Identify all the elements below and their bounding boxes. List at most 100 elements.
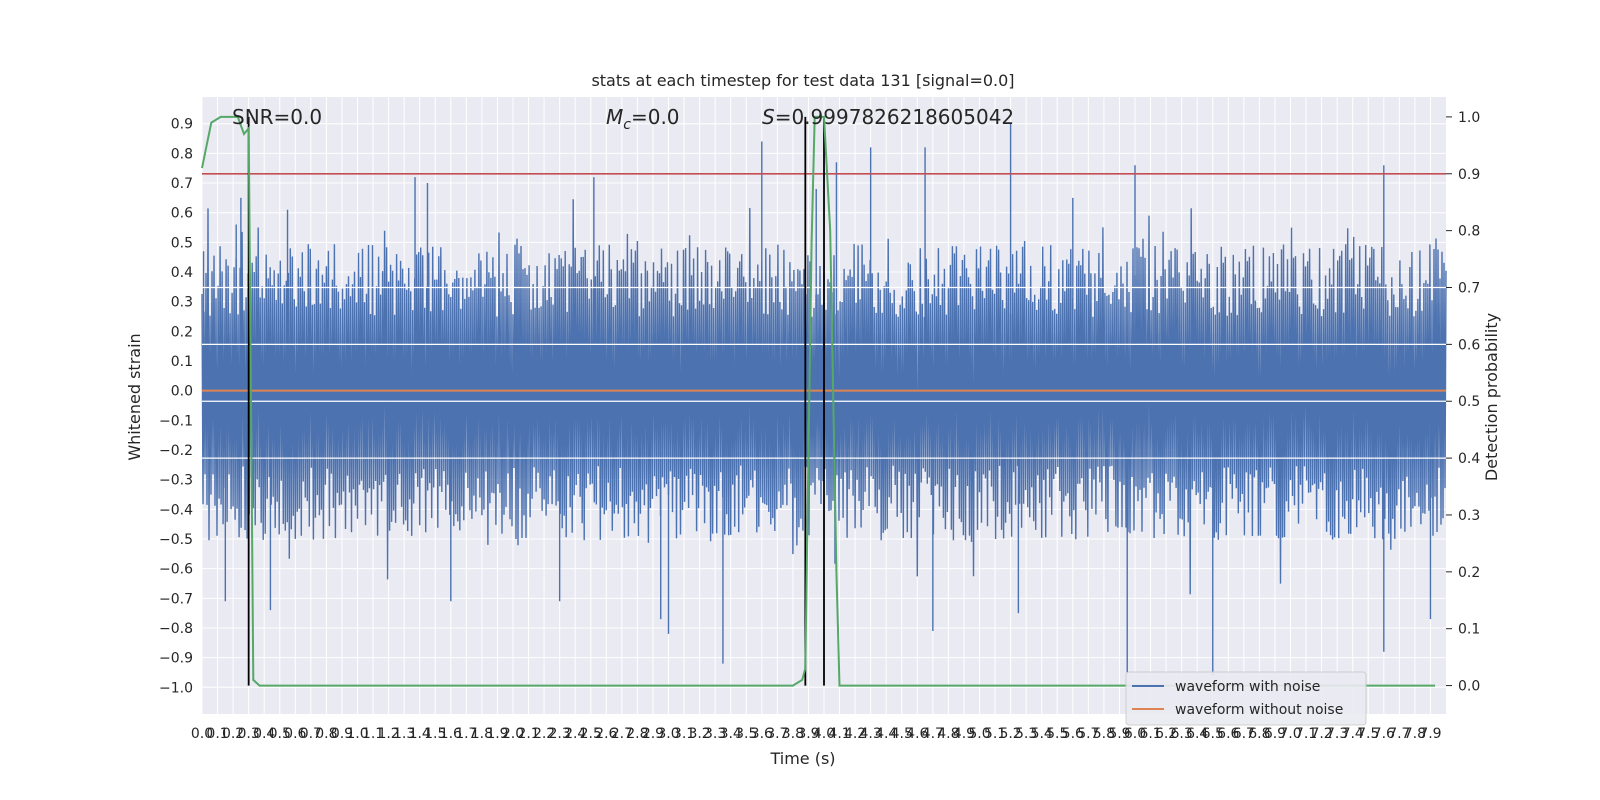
x-tick-8: 0.8 <box>315 726 337 742</box>
y-tick-left-13: −0.4 <box>159 502 193 518</box>
y-ticks-right: 1.0 0.9 0.8 0.7 0.6 0.5 0.4 0.3 0.2 0.1 0.0 <box>1446 110 1480 695</box>
y-tick-left-0: 0.9 <box>171 117 193 133</box>
x-tick-59: 5.9 <box>1108 726 1130 742</box>
x-tick-13: 1.3 <box>393 726 415 742</box>
x-tick-2: 0.2 <box>222 726 244 742</box>
x-tick-41: 4.1 <box>828 726 850 742</box>
x-tick-31: 3.1 <box>673 726 695 742</box>
x-tick-5: 0.5 <box>269 726 291 742</box>
x-tick-18: 1.8 <box>471 726 493 742</box>
y-ticks-left: 0.9 0.8 0.7 0.6 0.5 0.4 0.3 0.2 0.1 0.0 −0.1 −0.2 −0… <box>159 117 193 697</box>
y-tick-right-5: 0.5 <box>1458 394 1480 410</box>
annotation-s-symbol: S <box>762 105 775 129</box>
x-tick-6: 0.6 <box>284 726 306 742</box>
y-axis-label-right: Detection probability <box>1482 313 1501 481</box>
x-tick-72: 7.2 <box>1310 726 1332 742</box>
x-tick-47: 4.7 <box>922 726 944 742</box>
y-tick-right-8: 0.2 <box>1458 565 1480 581</box>
y-tick-left-11: −0.2 <box>159 443 193 459</box>
x-tick-58: 5.8 <box>1093 726 1115 742</box>
x-tick-17: 1.7 <box>455 726 477 742</box>
x-tick-7: 0.7 <box>300 726 322 742</box>
x-tick-75: 7.5 <box>1357 726 1379 742</box>
x-tick-42: 4.2 <box>844 726 866 742</box>
x-tick-21: 2.1 <box>517 726 539 742</box>
y-tick-right-0: 1.0 <box>1458 110 1480 126</box>
x-tick-36: 3.6 <box>751 726 773 742</box>
x-tick-68: 6.8 <box>1248 726 1270 742</box>
x-tick-23: 2.3 <box>549 726 571 742</box>
x-tick-33: 3.3 <box>704 726 726 742</box>
x-tick-37: 3.7 <box>766 726 788 742</box>
x-tick-71: 7.1 <box>1295 726 1317 742</box>
x-tick-25: 2.5 <box>580 726 602 742</box>
x-tick-64: 6.4 <box>1186 726 1208 742</box>
y-tick-right-4: 0.6 <box>1458 337 1480 353</box>
annotation-s: S=0.9997826218605042 <box>762 105 1014 129</box>
x-tick-78: 7.8 <box>1404 726 1426 742</box>
series-waveform-with-noise <box>201 123 1447 676</box>
y-tick-left-3: 0.6 <box>171 206 193 222</box>
y-tick-left-8: 0.1 <box>171 354 193 370</box>
x-tick-0: 0.0 <box>191 726 213 742</box>
x-tick-16: 1.6 <box>440 726 462 742</box>
x-tick-4: 0.4 <box>253 726 275 742</box>
y-tick-left-17: −0.8 <box>159 621 193 637</box>
x-tick-12: 1.2 <box>377 726 399 742</box>
x-tick-57: 5.7 <box>1077 726 1099 742</box>
x-tick-54: 5.4 <box>1031 726 1053 742</box>
y-tick-right-6: 0.4 <box>1458 451 1480 467</box>
y-tick-left-16: −0.7 <box>159 591 193 607</box>
x-tick-34: 3.4 <box>720 726 742 742</box>
x-tick-60: 6.0 <box>1124 726 1146 742</box>
y-axis-label-left: Whitened strain <box>125 333 144 460</box>
x-tick-26: 2.6 <box>595 726 617 742</box>
y-tick-left-7: 0.2 <box>171 324 193 340</box>
annotation-mc-symbol: M <box>606 105 623 129</box>
y-tick-right-7: 0.3 <box>1458 508 1480 524</box>
x-tick-77: 7.7 <box>1388 726 1410 742</box>
legend: waveform with noise waveform without noi… <box>1125 671 1367 726</box>
x-tick-45: 4.5 <box>891 726 913 742</box>
x-tick-28: 2.8 <box>626 726 648 742</box>
x-tick-22: 2.2 <box>533 726 555 742</box>
x-tick-50: 5.0 <box>968 726 990 742</box>
y-tick-left-5: 0.4 <box>171 265 193 281</box>
x-tick-24: 2.4 <box>564 726 586 742</box>
y-tick-right-2: 0.8 <box>1458 224 1480 240</box>
y-tick-right-1: 0.9 <box>1458 167 1480 183</box>
x-tick-20: 2.0 <box>502 726 524 742</box>
x-tick-53: 5.3 <box>1015 726 1037 742</box>
x-tick-19: 1.9 <box>486 726 508 742</box>
x-tick-29: 2.9 <box>642 726 664 742</box>
y-tick-left-19: −1.0 <box>159 680 193 696</box>
y-tick-left-10: −0.1 <box>159 413 193 429</box>
x-tick-10: 1.0 <box>346 726 368 742</box>
annotation-mc: Mc=0.0 <box>606 105 680 133</box>
x-tick-51: 5.1 <box>984 726 1006 742</box>
x-tick-48: 4.8 <box>937 726 959 742</box>
x-tick-76: 7.6 <box>1373 726 1395 742</box>
x-tick-56: 5.6 <box>1062 726 1084 742</box>
x-tick-69: 6.9 <box>1264 726 1286 742</box>
x-tick-39: 3.9 <box>797 726 819 742</box>
x-tick-73: 7.3 <box>1326 726 1348 742</box>
x-tick-62: 6.2 <box>1155 726 1177 742</box>
x-tick-79: 7.9 <box>1419 726 1441 742</box>
x-tick-74: 7.4 <box>1342 726 1364 742</box>
annotation-snr: SNR=0.0 <box>232 105 322 129</box>
x-tick-3: 0.3 <box>238 726 260 742</box>
y-tick-left-15: −0.6 <box>159 562 193 578</box>
y-tick-left-18: −0.9 <box>159 651 193 667</box>
x-tick-65: 6.5 <box>1202 726 1224 742</box>
x-tick-66: 6.6 <box>1217 726 1239 742</box>
annotation-s-value: =0.9997826218605042 <box>775 105 1014 129</box>
x-tick-38: 3.8 <box>782 726 804 742</box>
x-tick-49: 4.9 <box>953 726 975 742</box>
legend-entry-waveform-with-noise: waveform with noise <box>1175 679 1320 695</box>
legend-entry-waveform-without-noise: waveform without noise <box>1175 702 1343 718</box>
x-tick-63: 6.3 <box>1171 726 1193 742</box>
x-axis-label: Time (s) <box>769 749 835 768</box>
y-tick-left-12: −0.3 <box>159 473 193 489</box>
x-tick-1: 0.1 <box>206 726 228 742</box>
